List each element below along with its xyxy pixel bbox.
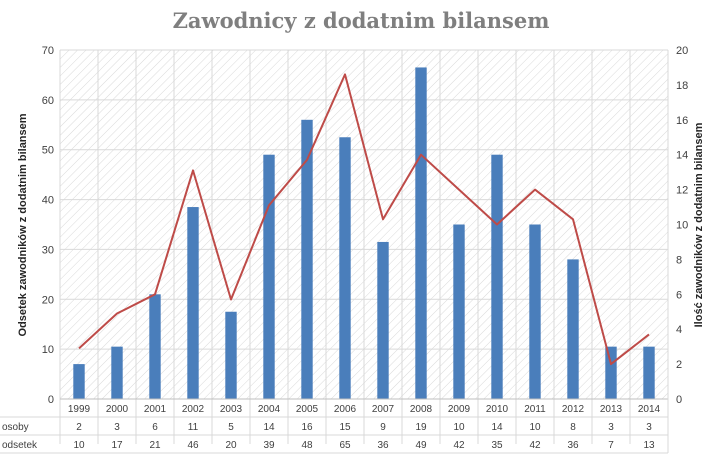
- table-cell: 48: [301, 440, 313, 451]
- bar-2011: [529, 225, 540, 400]
- table-cell: 21: [149, 440, 161, 451]
- table-cell: 17: [111, 440, 123, 451]
- table-cell: 3: [646, 422, 652, 433]
- table-cell: 14: [263, 422, 275, 433]
- x-tick-label: 2004: [258, 404, 281, 415]
- table-cell: 16: [301, 422, 313, 433]
- table-cell: 5: [228, 422, 234, 433]
- y-tick-label: 70: [42, 45, 54, 57]
- table-cell: 6: [152, 422, 158, 433]
- bar-2008: [415, 67, 426, 399]
- y2-tick-label: 8: [676, 254, 682, 266]
- table-cell: 65: [339, 440, 351, 451]
- table-cell: 2: [76, 422, 82, 433]
- table-row-header: odsetek: [2, 440, 38, 451]
- bar-2006: [339, 137, 350, 399]
- y2-tick-label: 20: [676, 45, 688, 57]
- table-row-header: osoby: [2, 422, 29, 433]
- table-cell: 3: [608, 422, 614, 433]
- bar-2003: [225, 312, 236, 399]
- y2-tick-label: 16: [676, 115, 688, 127]
- table-cell: 36: [567, 440, 579, 451]
- x-tick-label: 2001: [144, 404, 167, 415]
- y2-tick-label: 12: [676, 185, 688, 197]
- y2-tick-label: 10: [676, 220, 688, 232]
- x-tick-label: 2009: [448, 404, 471, 415]
- chart-title: Zawodnicy z dodatnim bilansem: [173, 8, 550, 33]
- table-cell: 15: [339, 422, 351, 433]
- y-tick-label: 50: [42, 145, 54, 157]
- x-tick-label: 2003: [220, 404, 243, 415]
- table-cell: 8: [570, 422, 576, 433]
- bar-1999: [73, 364, 84, 399]
- table-cell: 9: [380, 422, 386, 433]
- y2-tick-label: 4: [676, 324, 682, 336]
- table-cell: 11: [188, 422, 199, 433]
- table-cell: 14: [491, 422, 503, 433]
- x-tick-label: 2014: [638, 404, 661, 415]
- x-tick-label: 2008: [410, 404, 433, 415]
- x-tick-label: 1999: [68, 404, 91, 415]
- y2-tick-label: 18: [676, 80, 688, 92]
- table-cell: 42: [453, 440, 465, 451]
- x-tick-label: 2000: [106, 404, 129, 415]
- bar-2005: [301, 120, 312, 399]
- x-tick-label: 2011: [524, 404, 546, 415]
- x-tick-label: 2007: [372, 404, 395, 415]
- table-cell: 49: [415, 440, 427, 451]
- table-cell: 3: [114, 422, 120, 433]
- table-cell: 20: [225, 440, 237, 451]
- x-tick-label: 2012: [562, 404, 585, 415]
- y-tick-label: 60: [42, 95, 54, 107]
- bar-2004: [263, 155, 274, 399]
- y-tick-label: 40: [42, 195, 54, 207]
- table-cell: 39: [263, 440, 275, 451]
- bar-2001: [149, 294, 160, 399]
- y-tick-label: 20: [42, 294, 54, 306]
- bar-2009: [453, 225, 464, 400]
- table-cell: 19: [415, 422, 427, 433]
- bar-2013: [605, 347, 616, 399]
- y-tick-label: 0: [48, 394, 54, 406]
- y2-tick-label: 6: [676, 289, 682, 301]
- table-cell: 7: [608, 440, 614, 451]
- x-tick-label: 2006: [334, 404, 357, 415]
- y2-tick-label: 14: [676, 150, 688, 162]
- y2-tick-label: 0: [676, 394, 682, 406]
- bar-2002: [187, 207, 198, 399]
- table-cell: 42: [529, 440, 541, 451]
- x-tick-label: 2002: [182, 404, 205, 415]
- table-cell: 35: [491, 440, 503, 451]
- x-tick-label: 2013: [600, 404, 623, 415]
- y2-tick-label: 2: [676, 359, 682, 371]
- y-tick-label: 30: [42, 244, 54, 256]
- bar-2012: [567, 259, 578, 399]
- y2-axis-title: Ilość zawodników z dodatnim bilansem: [693, 122, 705, 327]
- y-tick-label: 10: [42, 344, 54, 356]
- table-cell: 13: [643, 440, 655, 451]
- table-cell: 36: [377, 440, 389, 451]
- table-cell: 46: [187, 440, 199, 451]
- table-cell: 10: [453, 422, 465, 433]
- x-tick-label: 2005: [296, 404, 319, 415]
- bar-2000: [111, 347, 122, 399]
- table-cell: 10: [73, 440, 85, 451]
- bar-2007: [377, 242, 388, 399]
- bar-2014: [643, 347, 654, 399]
- table-cell: 10: [529, 422, 541, 433]
- x-tick-label: 2010: [486, 404, 509, 415]
- bar-2010: [491, 155, 502, 399]
- y-axis-title: Odsetek zawodników z dodatnim bilansem: [17, 113, 29, 336]
